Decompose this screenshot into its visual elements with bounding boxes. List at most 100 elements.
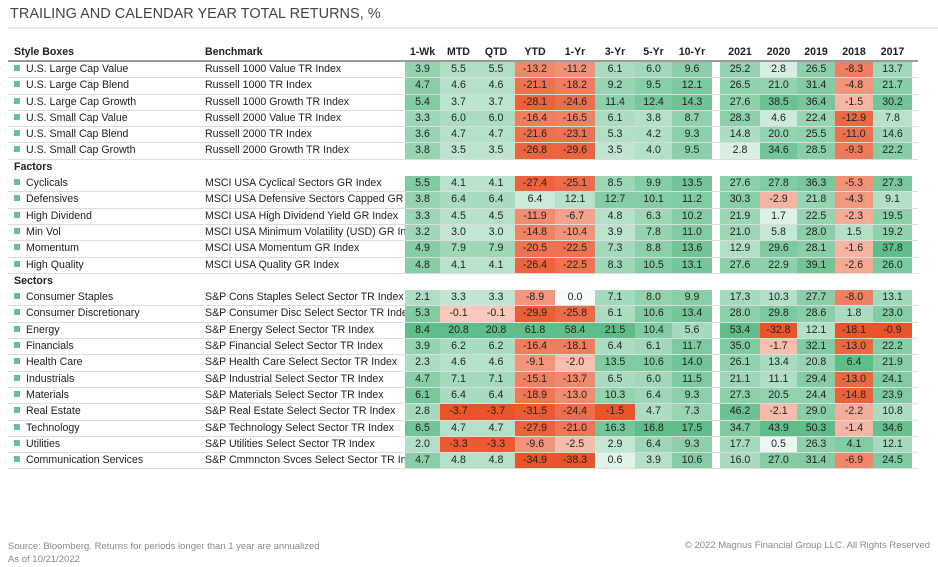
return-cell-10-yr: 10.6 (672, 453, 712, 469)
return-cell-mtd: 20.8 (440, 322, 477, 339)
row-label: Materials (8, 388, 210, 403)
row-name: Consumer Discretionary (26, 307, 140, 320)
return-cell-2020: -32.8 (760, 322, 797, 339)
column-header-benchmark: Benchmark (205, 46, 263, 58)
row-label: Energy (8, 323, 210, 338)
row-benchmark: S&P Real Estate Select Sector TR Index (205, 405, 396, 418)
return-cell-2020: 11.1 (760, 371, 797, 387)
return-cell-ytd: -8.9 (515, 290, 555, 306)
return-cell-qtd: 5.5 (477, 62, 515, 78)
row-name: High Dividend (26, 209, 92, 222)
return-cell-1-wk: 2.0 (405, 436, 440, 453)
return-cell-5-yr: 10.1 (635, 192, 672, 208)
return-cell-ytd: -34.9 (515, 453, 555, 469)
row-name: U.S. Small Cap Value (26, 111, 128, 124)
row-name: U.S. Small Cap Blend (26, 128, 129, 141)
return-cell-1-wk: 5.3 (405, 306, 440, 322)
return-cell-2018: 1.5 (835, 224, 873, 241)
row-label: High Quality (8, 258, 210, 273)
table-row: Industrials S&P Industrial Select Sector … (8, 371, 918, 388)
bullet-square-icon (14, 81, 20, 88)
table-row: Defensives MSCI USA Defensive Sectors Cap… (8, 192, 918, 209)
return-cell-2018: -2.2 (835, 404, 873, 420)
return-cell-10-yr: 9.3 (672, 387, 712, 404)
table-row: Cyclicals MSCI USA Cyclical Sectors GR In… (8, 176, 918, 193)
row-label: U.S. Small Cap Growth (8, 143, 210, 158)
row-label: Consumer Staples (8, 290, 210, 305)
return-cell-1-wk: 3.8 (405, 143, 440, 159)
return-cell-2020: 29.8 (760, 306, 797, 322)
return-cell-2018: -4.3 (835, 192, 873, 208)
title-divider (8, 27, 938, 29)
row-name: Financials (26, 340, 74, 353)
return-cell-mtd: 4.6 (440, 355, 477, 371)
table-row: U.S. Large Cap Growth Russell 1000 Growth… (8, 94, 918, 111)
return-cell-2019: 29.4 (797, 371, 835, 387)
return-cell-2020: 21.0 (760, 78, 797, 94)
return-cell-ytd: -15.1 (515, 371, 555, 387)
row-label: Min Vol (8, 225, 210, 240)
return-cell-2021: 21.0 (720, 224, 760, 241)
return-cell-2019: 26.3 (797, 436, 835, 453)
bullet-square-icon (14, 260, 20, 267)
return-cell-qtd: 6.0 (477, 110, 515, 127)
bullet-square-icon (14, 374, 20, 381)
return-cell-2020: 29.6 (760, 241, 797, 257)
return-cell-2017: 7.8 (873, 110, 912, 127)
return-cell-qtd: 4.1 (477, 176, 515, 192)
return-cell-2020: 1.7 (760, 208, 797, 224)
row-label: Financials (8, 339, 210, 354)
return-cell-1-wk: 3.6 (405, 127, 440, 143)
return-cell-ytd: -26.4 (515, 257, 555, 273)
bullet-square-icon (14, 195, 20, 202)
return-cell-3-yr: 21.5 (595, 322, 635, 339)
return-cell-mtd: -3.3 (440, 436, 477, 453)
return-cell-2019: 36.3 (797, 176, 835, 192)
return-cell-2021: 2.8 (720, 143, 760, 159)
return-cell-mtd: 4.5 (440, 208, 477, 224)
return-cell-10-yr: 5.6 (672, 322, 712, 339)
return-cell-2020: 5.8 (760, 224, 797, 241)
row-label: Cyclicals (8, 176, 210, 191)
return-cell-2021: 21.1 (720, 371, 760, 387)
section-title: Factors (14, 160, 53, 173)
column-header-3-yr: 3-Yr (604, 46, 626, 58)
row-benchmark: MSCI USA Momentum GR Index (205, 242, 360, 255)
return-cell-2017: 21.9 (873, 355, 912, 371)
table-row: U.S. Small Cap Value Russell 2000 Value T… (8, 110, 918, 128)
return-cell-3-yr: 0.6 (595, 453, 635, 469)
return-cell-1-yr: -25.1 (555, 176, 595, 192)
return-cell-3-yr: 3.5 (595, 143, 635, 159)
return-cell-1-wk: 5.4 (405, 94, 440, 110)
return-cell-mtd: 3.0 (440, 224, 477, 241)
return-cell-5-yr: 12.4 (635, 94, 672, 110)
return-cell-1-yr: -11.2 (555, 62, 595, 78)
return-cell-ytd: -21.6 (515, 127, 555, 143)
return-cell-2018: -4.8 (835, 78, 873, 94)
return-cell-2017: 34.6 (873, 420, 912, 436)
return-cell-2018: -9.3 (835, 143, 873, 159)
row-benchmark: S&P Cons Staples Select Sector TR Index (205, 291, 404, 304)
return-cell-5-yr: 6.0 (635, 371, 672, 387)
return-cell-mtd: 4.8 (440, 453, 477, 469)
return-cell-1-yr: -22.5 (555, 257, 595, 273)
bullet-square-icon (14, 325, 20, 332)
return-cell-2017: 24.5 (873, 453, 912, 469)
return-cell-1-wk: 2.1 (405, 290, 440, 306)
return-cell-1-wk: 2.8 (405, 404, 440, 420)
return-cell-qtd: -3.7 (477, 404, 515, 420)
return-cell-10-yr: 8.7 (672, 110, 712, 127)
return-cell-2017: 21.7 (873, 78, 912, 94)
table-row: Min Vol MSCI USA Minimum Volatility (USD)… (8, 224, 918, 242)
return-cell-3-yr: 6.4 (595, 339, 635, 355)
column-header-2021: 2021 (728, 46, 752, 58)
return-cell-2019: 28.6 (797, 306, 835, 322)
column-header-10-yr: 10-Yr (678, 46, 706, 58)
return-cell-2021: 17.3 (720, 290, 760, 306)
row-benchmark: S&P Health Care Select Sector TR Index (205, 356, 398, 369)
column-header-1-wk: 1-Wk (409, 46, 436, 58)
return-cell-3-yr: 8.5 (595, 176, 635, 192)
return-cell-10-yr: 7.3 (672, 404, 712, 420)
return-cell-2018: -2.6 (835, 257, 873, 273)
column-header-ytd: YTD (524, 46, 546, 58)
